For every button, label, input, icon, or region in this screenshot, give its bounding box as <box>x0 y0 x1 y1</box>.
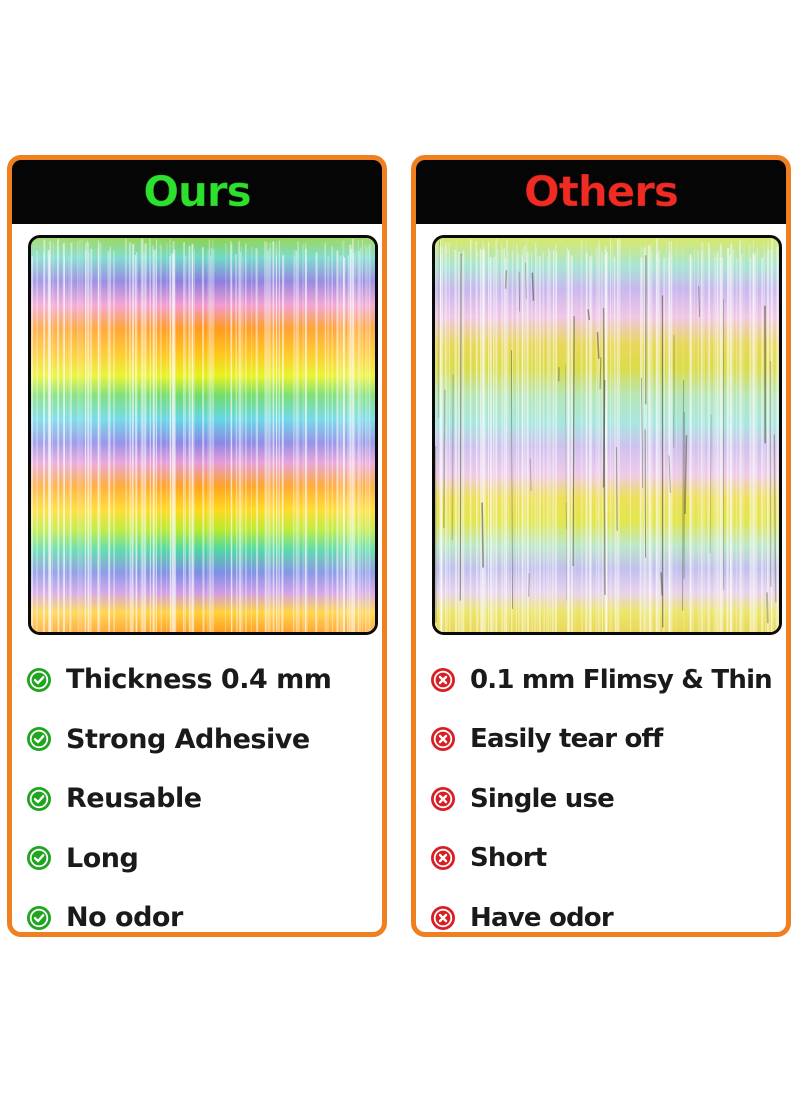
others-header: Others <box>416 160 786 224</box>
x-circle-icon <box>431 846 455 871</box>
feature-text: Have odor <box>470 902 614 933</box>
list-item: Strong Adhesive <box>26 710 376 770</box>
feature-text: No odor <box>66 902 183 934</box>
x-circle-icon <box>431 905 455 930</box>
list-item: Short <box>430 829 780 889</box>
feature-text: Short <box>470 843 547 874</box>
check-circle-icon <box>27 667 51 692</box>
x-circle-icon <box>431 727 455 752</box>
others-feature-list: 0.1 mm Flimsy & Thin Easily tear off Sin… <box>430 650 780 933</box>
list-item: Single use <box>430 769 780 829</box>
others-title: Others <box>524 166 680 216</box>
check-circle-icon <box>27 846 51 871</box>
ours-feature-list: Thickness 0.4 mm Strong Adhesive Reusabl… <box>26 650 376 934</box>
list-item: 0.1 mm Flimsy & Thin <box>430 650 780 710</box>
feature-text: Thickness 0.4 mm <box>66 664 332 696</box>
check-circle-icon <box>27 786 51 811</box>
ours-card: Ours <box>7 155 387 937</box>
check-circle-icon <box>27 727 51 752</box>
list-item: Easily tear off <box>430 710 780 770</box>
feature-text: Easily tear off <box>470 724 663 755</box>
list-item: Reusable <box>26 769 376 829</box>
feature-text: Single use <box>470 783 615 814</box>
feature-text: 0.1 mm Flimsy & Thin <box>470 664 773 695</box>
others-product-image <box>432 235 782 635</box>
feature-text: Strong Adhesive <box>66 723 310 755</box>
x-circle-icon <box>431 667 455 692</box>
feature-text: Reusable <box>66 783 202 815</box>
x-circle-icon <box>431 786 455 811</box>
ours-title: Ours <box>143 166 252 216</box>
list-item: Long <box>26 829 376 889</box>
ours-header: Ours <box>12 160 382 224</box>
others-card: Others <box>411 155 791 937</box>
list-item: Thickness 0.4 mm <box>26 650 376 710</box>
list-item: Have odor <box>430 888 780 933</box>
feature-text: Long <box>66 842 139 874</box>
list-item: No odor <box>26 888 376 934</box>
ours-product-image <box>28 235 378 635</box>
check-circle-icon <box>27 905 51 930</box>
